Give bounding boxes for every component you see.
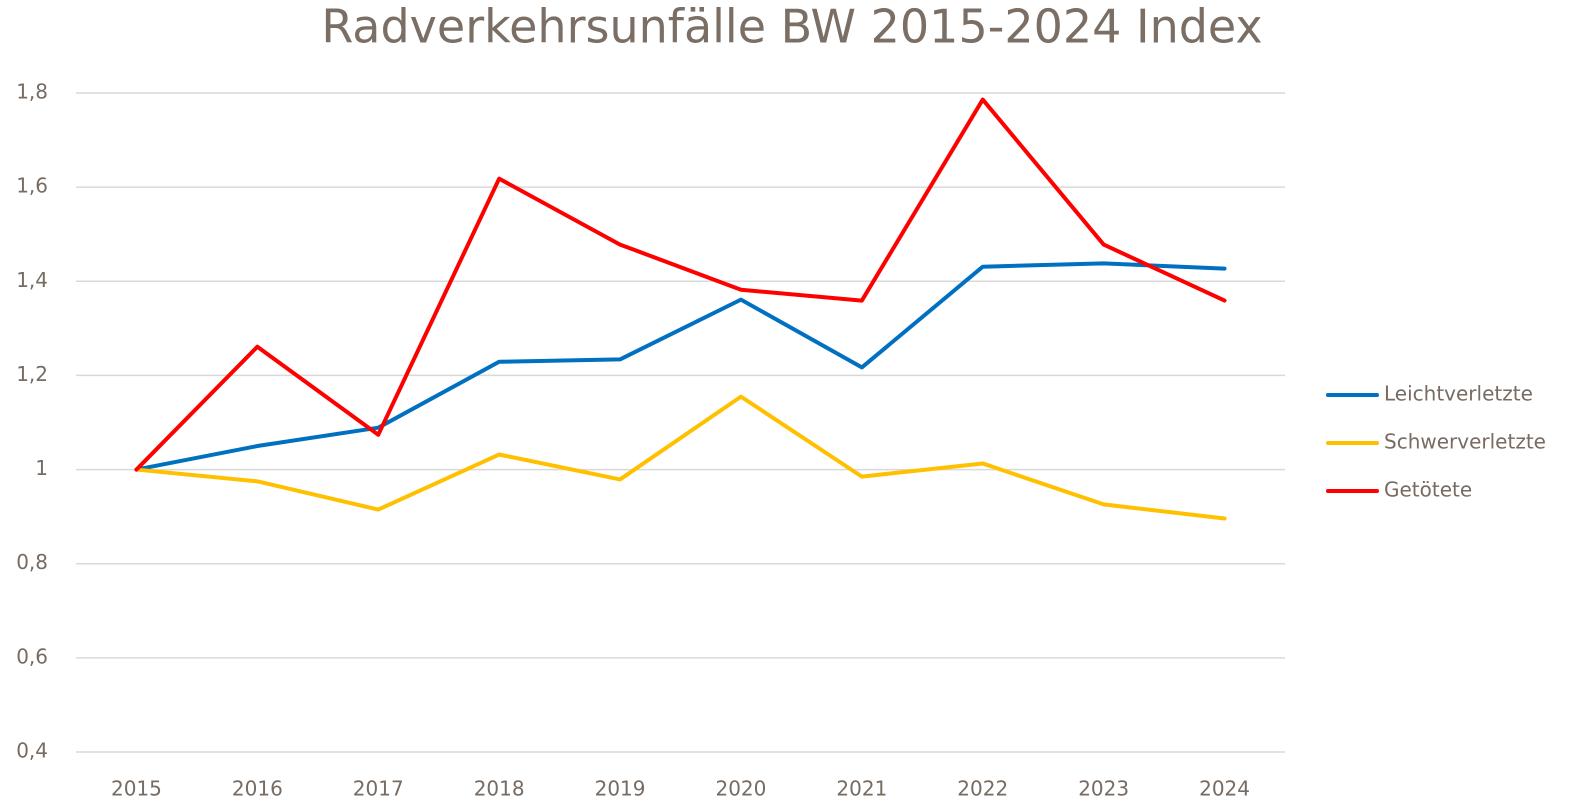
- legend-label: Getötete: [1384, 478, 1472, 502]
- x-tick-label: 2021: [836, 777, 887, 801]
- x-tick-label: 2023: [1078, 777, 1129, 801]
- line-series: [134, 261, 1227, 472]
- y-tick-label: 0,8: [16, 550, 48, 574]
- x-tick-label: 2015: [111, 777, 162, 801]
- x-tick-label: 2016: [232, 777, 283, 801]
- chart-title: Radverkehrsunfälle BW 2015-2024 Index: [321, 0, 1262, 54]
- x-tick-label: 2024: [1199, 777, 1250, 801]
- y-tick-label: 1,4: [16, 268, 48, 292]
- y-tick-label: 1,6: [16, 174, 48, 198]
- line-series: [134, 97, 1227, 472]
- x-tick-label: 2019: [595, 777, 646, 801]
- y-tick-label: 0,4: [16, 739, 48, 763]
- x-tick-label: 2022: [957, 777, 1008, 801]
- x-tick-label: 2020: [715, 777, 766, 801]
- y-tick-label: 1,8: [16, 80, 48, 104]
- x-tick-label: 2018: [474, 777, 525, 801]
- y-tick-label: 1: [35, 456, 48, 480]
- y-tick-label: 0,6: [16, 644, 48, 668]
- x-tick-label: 2017: [353, 777, 404, 801]
- y-tick-label: 1,2: [16, 362, 48, 386]
- legend-label: Schwerverletzte: [1384, 430, 1546, 454]
- legend-label: Leichtverletzte: [1384, 382, 1533, 406]
- line-series: [134, 394, 1227, 521]
